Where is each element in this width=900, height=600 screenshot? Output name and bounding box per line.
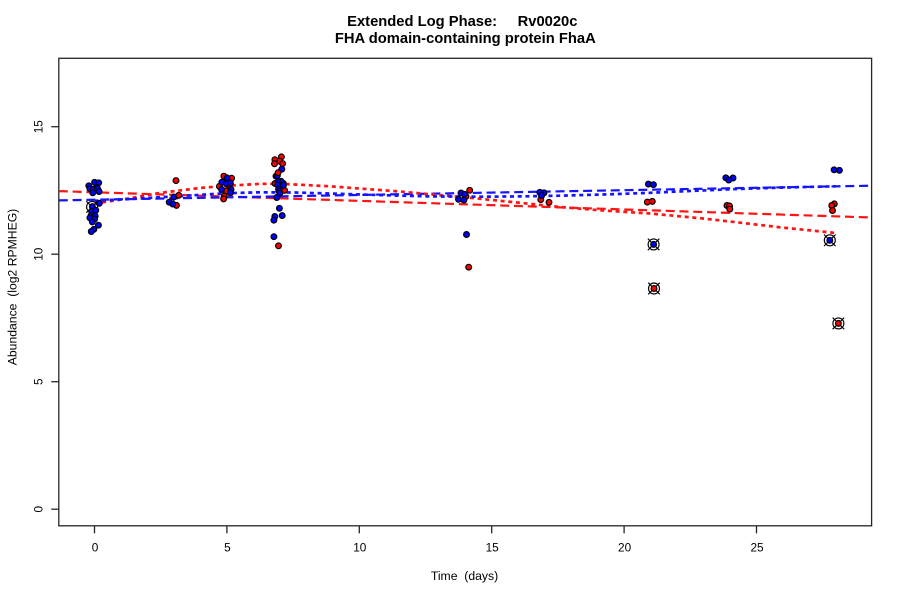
svg-text:10: 10	[31, 247, 45, 261]
svg-text:Abundance (log2 RPMHEG): Abundance (log2 RPMHEG)	[6, 209, 20, 365]
svg-text:25: 25	[750, 540, 764, 554]
svg-text:15: 15	[31, 120, 45, 134]
svg-text:5: 5	[31, 378, 45, 385]
svg-text:FHA domain-containing protein: FHA domain-containing protein FhaA	[335, 31, 596, 47]
svg-text:5: 5	[224, 540, 231, 554]
svg-text:0: 0	[92, 540, 99, 554]
svg-text:15: 15	[486, 540, 500, 554]
svg-text:0: 0	[31, 505, 45, 512]
svg-text:10: 10	[353, 540, 367, 554]
svg-text:Time (days): Time (days)	[431, 569, 498, 583]
svg-text:Extended Log Phase: Rv0020: Extended Log Phase: Rv0020c	[347, 14, 577, 30]
svg-text:20: 20	[618, 540, 632, 554]
